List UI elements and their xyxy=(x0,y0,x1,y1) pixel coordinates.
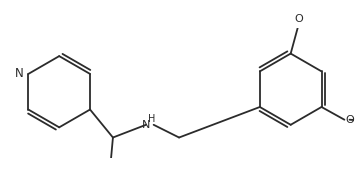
Text: N: N xyxy=(15,67,23,80)
Text: O: O xyxy=(294,14,303,24)
Text: O: O xyxy=(346,115,355,125)
Text: N: N xyxy=(142,120,150,130)
Text: H: H xyxy=(148,114,155,124)
